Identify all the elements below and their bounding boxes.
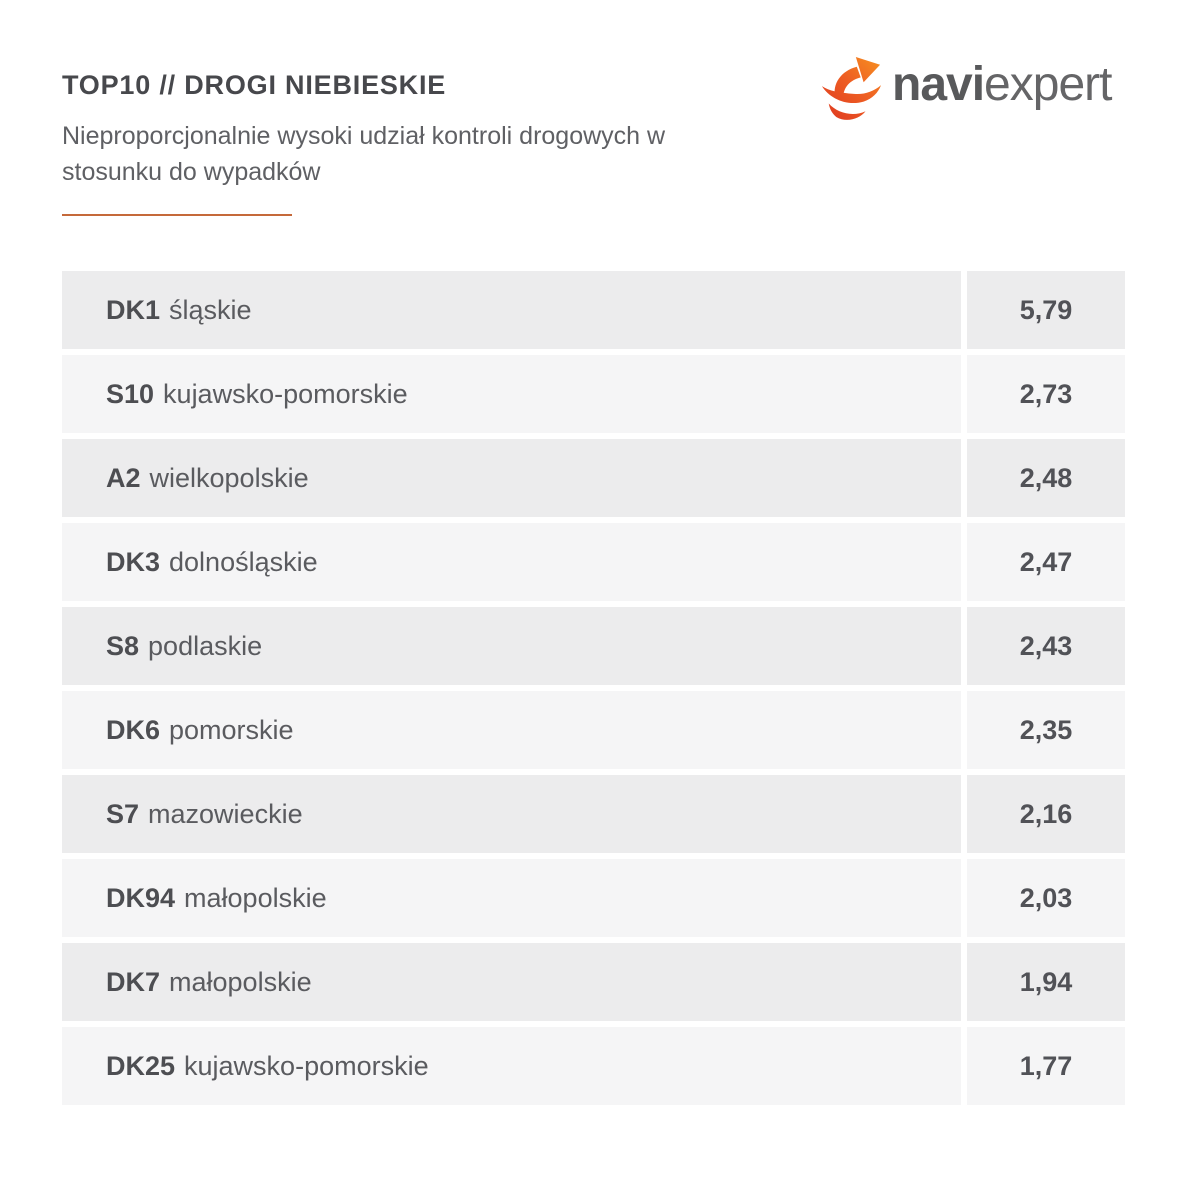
table-row: DK1 śląskie 5,79	[62, 271, 1125, 349]
road-code: DK94	[106, 882, 176, 913]
road-region: podlaskie	[148, 630, 263, 661]
road-code: S10	[106, 378, 155, 409]
naviexpert-arrow-swoosh-icon	[821, 57, 882, 120]
road-value-cell: 2,35	[967, 691, 1125, 769]
road-label-cell: DK1 śląskie	[62, 271, 961, 349]
road-value-cell: 2,48	[967, 439, 1125, 517]
road-code: DK1	[106, 294, 161, 325]
naviexpert-logo: naviexpert	[820, 55, 1112, 121]
logo-text-expert: expert	[984, 58, 1112, 111]
table-row: DK25 kujawsko-pomorskie 1,77	[62, 1027, 1125, 1105]
road-label-cell: A2 wielkopolskie	[62, 439, 961, 517]
table-row: A2 wielkopolskie 2,48	[62, 439, 1125, 517]
table-row: DK7 małopolskie 1,94	[62, 943, 1125, 1021]
road-label-cell: DK7 małopolskie	[62, 943, 961, 1021]
logo-text-navi: navi	[892, 58, 985, 111]
road-code: S8	[106, 630, 140, 661]
road-code: DK3	[106, 546, 161, 577]
road-label-cell: S10 kujawsko-pomorskie	[62, 355, 961, 433]
road-value-cell: 2,43	[967, 607, 1125, 685]
road-label-cell: S7 mazowieckie	[62, 775, 961, 853]
table-row: DK3 dolnośląskie 2,47	[62, 523, 1125, 601]
road-region: małopolskie	[184, 882, 327, 913]
table-row: S7 mazowieckie 2,16	[62, 775, 1125, 853]
road-value-cell: 2,03	[967, 859, 1125, 937]
road-value-cell: 2,73	[967, 355, 1125, 433]
road-value-cell: 5,79	[967, 271, 1125, 349]
page-subtitle: Nieproporcjonalnie wysoki udział kontrol…	[62, 122, 666, 186]
table-row: DK94 małopolskie 2,03	[62, 859, 1125, 937]
page-title: TOP10 // DROGI NIEBIESKIE	[62, 70, 447, 100]
road-code: A2	[106, 462, 141, 493]
road-code: DK6	[106, 714, 161, 745]
table-row: S10 kujawsko-pomorskie 2,73	[62, 355, 1125, 433]
road-region: śląskie	[169, 294, 252, 325]
road-label-cell: DK3 dolnośląskie	[62, 523, 961, 601]
ranking-table: DK1 śląskie 5,79 S10 kujawsko-pomorskie 2,73 A…	[62, 271, 1125, 1111]
road-value-cell: 1,77	[967, 1027, 1125, 1105]
road-label-cell: DK6 pomorskie	[62, 691, 961, 769]
road-code: S7	[106, 798, 140, 829]
road-label-cell: DK94 małopolskie	[62, 859, 961, 937]
accent-rule	[62, 214, 292, 216]
road-code: DK25	[106, 1050, 176, 1081]
road-region: kujawsko-pomorskie	[163, 378, 408, 409]
header: TOP10 // DROGI NIEBIESKIE Nieproporcjona…	[62, 70, 762, 216]
table-row: S8 podlaskie 2,43	[62, 607, 1125, 685]
naviexpert-wordmark: naviexpert	[892, 58, 1112, 115]
road-value-cell: 1,94	[967, 943, 1125, 1021]
road-region: kujawsko-pomorskie	[184, 1050, 429, 1081]
road-region: wielkopolskie	[149, 462, 309, 493]
road-region: małopolskie	[169, 966, 312, 997]
road-region: dolnośląskie	[169, 546, 318, 577]
road-value-cell: 2,47	[967, 523, 1125, 601]
road-label-cell: S8 podlaskie	[62, 607, 961, 685]
road-value-cell: 2,16	[967, 775, 1125, 853]
road-region: pomorskie	[169, 714, 294, 745]
road-region: mazowieckie	[148, 798, 303, 829]
road-label-cell: DK25 kujawsko-pomorskie	[62, 1027, 961, 1105]
table-row: DK6 pomorskie 2,35	[62, 691, 1125, 769]
road-code: DK7	[106, 966, 161, 997]
